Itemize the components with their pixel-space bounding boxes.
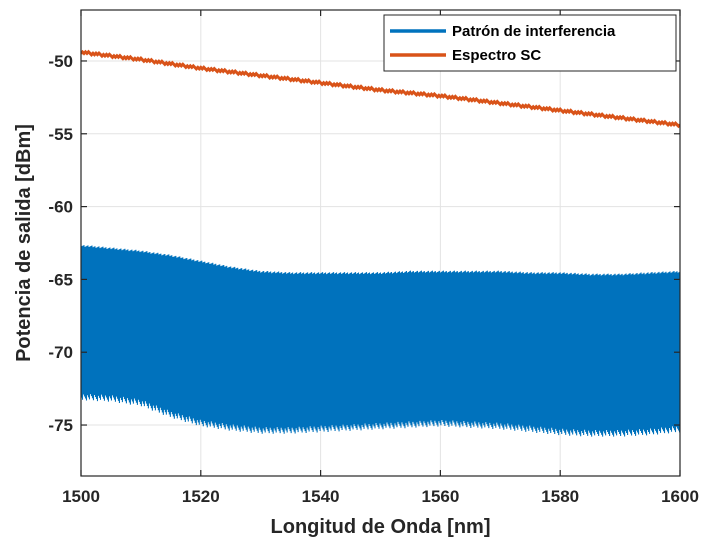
y-tick-label: -60 xyxy=(48,198,73,217)
y-tick-label: -70 xyxy=(48,343,73,362)
x-tick-label: 1500 xyxy=(62,487,100,506)
x-tick-label: 1560 xyxy=(421,487,459,506)
x-tick-label: 1540 xyxy=(302,487,340,506)
y-tick-label: -55 xyxy=(48,125,73,144)
x-tick-label: 1520 xyxy=(182,487,220,506)
series-layer xyxy=(81,49,680,437)
series-interference-line xyxy=(81,244,680,437)
x-tick-label: 1580 xyxy=(541,487,579,506)
x-tick-label: 1600 xyxy=(661,487,699,506)
series-sc-spectrum-line xyxy=(81,49,680,129)
y-axis-label: Potencia de salida [dBm] xyxy=(13,124,35,362)
y-tick-label: -65 xyxy=(48,270,73,289)
legend-box xyxy=(383,14,677,72)
y-tick-label: -75 xyxy=(48,416,73,435)
legend-entry-label: Patrón de interferencia xyxy=(452,23,616,40)
legend: Patrón de interferencia Espectro SC xyxy=(383,14,677,72)
x-axis-label: Longitud de Onda [nm] xyxy=(271,516,491,538)
plot-frame xyxy=(80,9,681,477)
y-tick-label: -50 xyxy=(48,52,73,71)
axis-ticks: 1500 1520 1540 1560 1580 1600 -50 -55 -60 -65 -70 -… xyxy=(48,10,699,506)
legend-entry-label: Espectro SC xyxy=(452,47,541,64)
